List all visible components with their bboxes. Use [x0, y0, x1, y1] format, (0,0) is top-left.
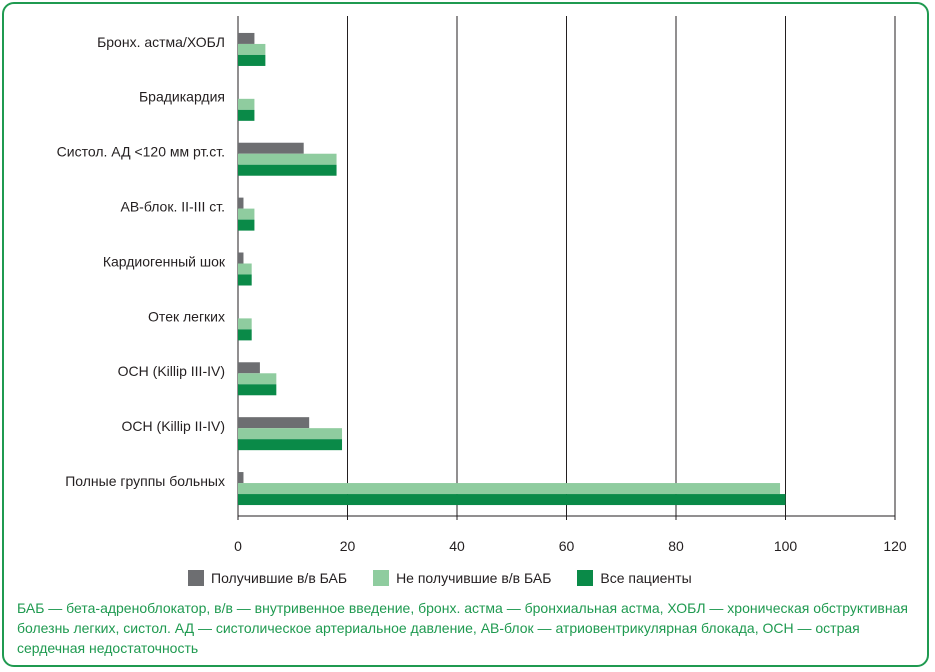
x-tick-label: 80 [668, 538, 684, 554]
x-tick-label: 120 [883, 538, 907, 554]
x-tick-label: 100 [774, 538, 798, 554]
x-tick-label: 40 [449, 538, 465, 554]
legend-swatch-not-received [373, 570, 390, 586]
category-label: Полные группы больных [65, 473, 225, 489]
bar [238, 263, 252, 275]
bar [238, 43, 266, 55]
bar [238, 153, 337, 165]
bar [238, 54, 266, 66]
x-tick-label: 60 [559, 538, 575, 554]
bar [238, 428, 343, 440]
bar [238, 219, 255, 231]
chart-legend: Получившие в/в БАБ Не получившие в/в БАБ… [188, 568, 718, 588]
category-label: Кардиогенный шок [103, 253, 226, 269]
bar [238, 142, 304, 154]
x-tick-label: 20 [340, 538, 356, 554]
bar [238, 362, 260, 374]
legend-item-all-patients: Все пациенты [577, 570, 692, 586]
category-label: Бронх. астма/ХОБЛ [97, 34, 225, 50]
bar [238, 274, 252, 286]
legend-label-not-received: Не получившие в/в БАБ [396, 570, 552, 586]
category-label: ОСН (Killip II-IV) [122, 418, 225, 434]
category-label: Отек легких [148, 308, 225, 324]
bar [238, 164, 337, 176]
category-label: Систол. АД <120 мм рт.ст. [57, 144, 225, 160]
bar [238, 472, 244, 484]
bar [238, 252, 244, 264]
bar [238, 483, 781, 495]
bar [238, 417, 310, 429]
footnote-text: БАБ — бета-адреноблокатор, в/в — внутрив… [17, 600, 908, 656]
bar [238, 439, 343, 451]
legend-item-not-received: Не получившие в/в БАБ [373, 570, 551, 586]
bar [238, 373, 277, 385]
bar [238, 197, 244, 209]
bar [238, 384, 277, 396]
bar [238, 109, 255, 121]
x-tick-label: 0 [234, 538, 242, 554]
category-label: АВ-блок. II-III ст. [121, 199, 226, 215]
category-label: ОСН (Killip III-IV) [118, 363, 225, 379]
bar-chart: 0 20 40 60 80 100 120 Бронх. астма/ХОБЛ Брадикар… [57, 16, 907, 554]
legend-swatch-received [188, 570, 204, 586]
bar [238, 208, 255, 220]
bar [238, 32, 255, 44]
bar [238, 329, 252, 341]
legend-label-all-patients: Все пациенты [600, 570, 692, 586]
legend-swatch-all-patients [577, 570, 594, 586]
legend-label-received: Получившие в/в БАБ [211, 570, 348, 586]
bar [238, 318, 252, 330]
legend-item-received: Получившие в/в БАБ [188, 570, 347, 586]
category-label: Брадикардия [139, 89, 225, 105]
bar [238, 494, 786, 506]
bar [238, 98, 255, 110]
